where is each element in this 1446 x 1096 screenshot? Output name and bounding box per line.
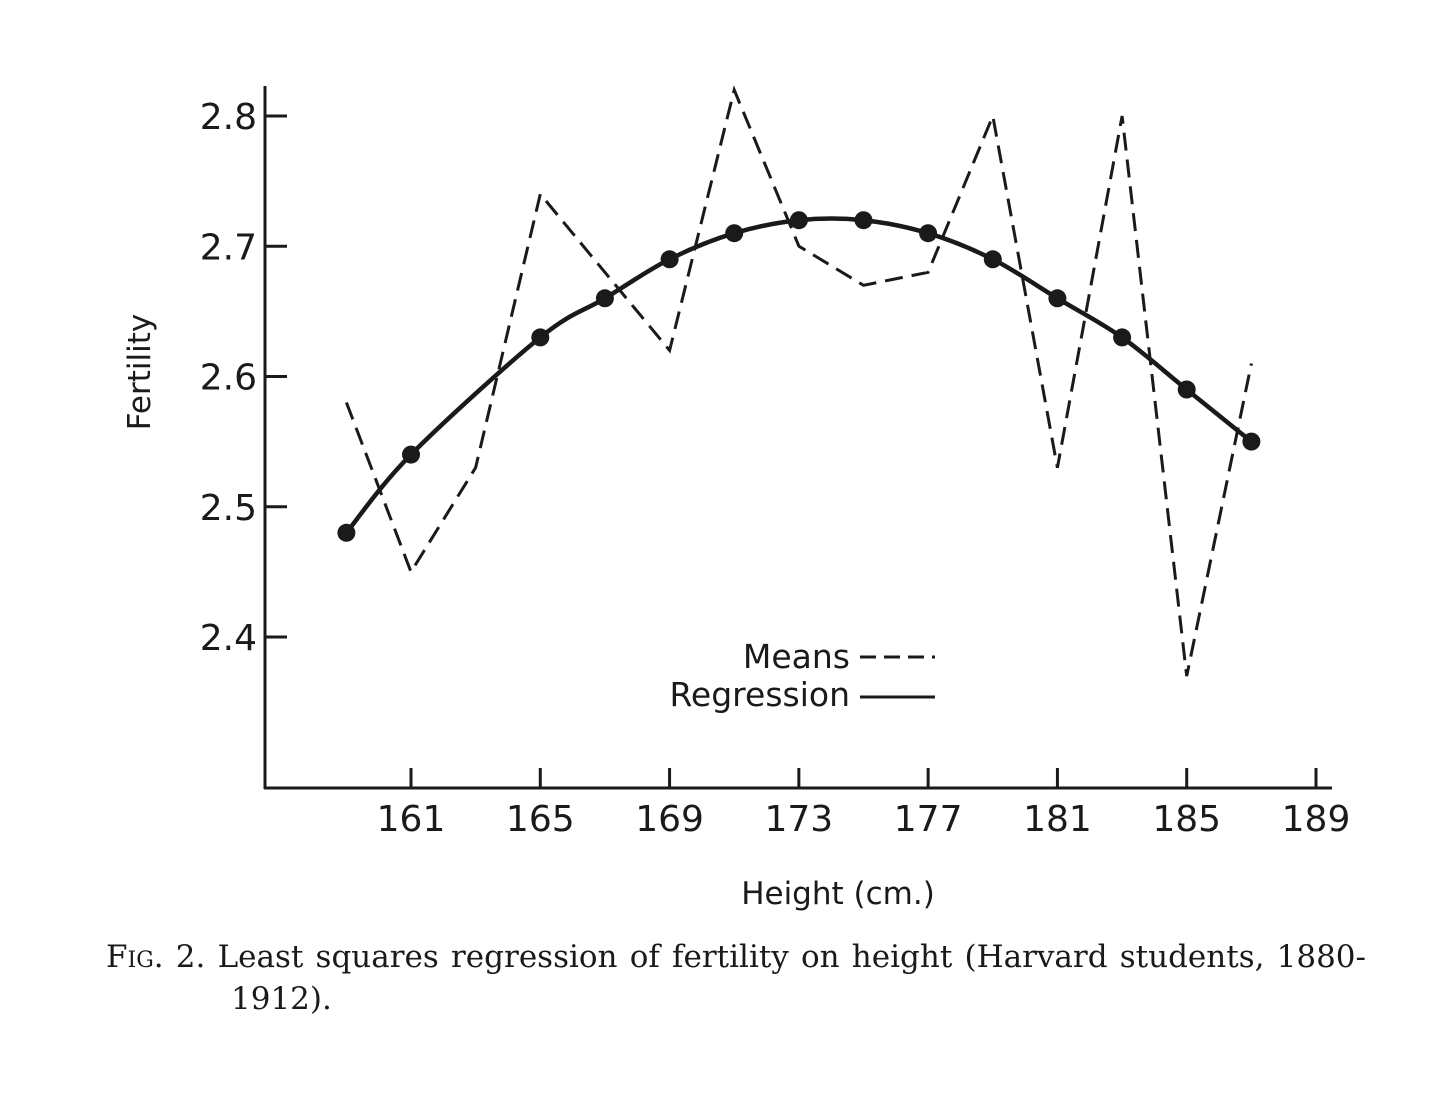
series-layer xyxy=(337,85,1261,677)
regression-point xyxy=(660,250,679,269)
regression-point xyxy=(1242,432,1261,451)
x-tick-label: 161 xyxy=(377,799,446,840)
regression-point xyxy=(854,211,873,230)
x-tick-label: 173 xyxy=(764,799,833,840)
x-tick-label: 181 xyxy=(1023,799,1092,840)
x-tick-label: 165 xyxy=(506,799,575,840)
series-line-regression xyxy=(344,216,1253,535)
y-axis-title: Fertility xyxy=(122,314,158,430)
regression-point xyxy=(337,523,356,542)
regression-point xyxy=(725,224,744,243)
caption-text: Least squares regression of fertility on… xyxy=(217,939,1366,975)
legend-label-means: Means xyxy=(743,637,850,676)
regression-point xyxy=(1177,380,1196,399)
regression-point xyxy=(1048,289,1067,308)
y-tick-label: 2.6 xyxy=(200,358,257,399)
x-tick-label: 189 xyxy=(1282,799,1351,840)
regression-point xyxy=(983,250,1002,269)
regression-point xyxy=(789,211,808,230)
legend: Means Regression xyxy=(669,637,935,714)
figure-caption: Fig. 2. Least squares regression of fert… xyxy=(106,936,1366,978)
figure-caption-continued: 1912). xyxy=(231,981,332,1017)
x-tick-label: 177 xyxy=(894,799,963,840)
series-line-means xyxy=(344,85,1253,677)
regression-point xyxy=(919,224,938,243)
x-axis-title: Height (cm.) xyxy=(741,876,935,912)
y-tick-label: 2.7 xyxy=(200,227,257,268)
regression-point xyxy=(402,445,420,464)
x-tick-label: 185 xyxy=(1152,799,1221,840)
regression-point xyxy=(1113,328,1132,347)
regression-point xyxy=(595,289,614,308)
axes: 161 165 169 173 177 181 185 189 2.4 2.5 2.6 2.7 2.8 xyxy=(200,86,1351,840)
y-tick-label: 2.5 xyxy=(200,488,257,529)
legend-label-regression: Regression xyxy=(669,675,850,714)
x-tick-label: 169 xyxy=(635,799,704,840)
figure-label: Fig. 2. xyxy=(106,939,206,975)
regression-point xyxy=(531,328,550,347)
y-tick-label: 2.4 xyxy=(200,618,257,659)
y-tick-label: 2.8 xyxy=(200,97,257,138)
